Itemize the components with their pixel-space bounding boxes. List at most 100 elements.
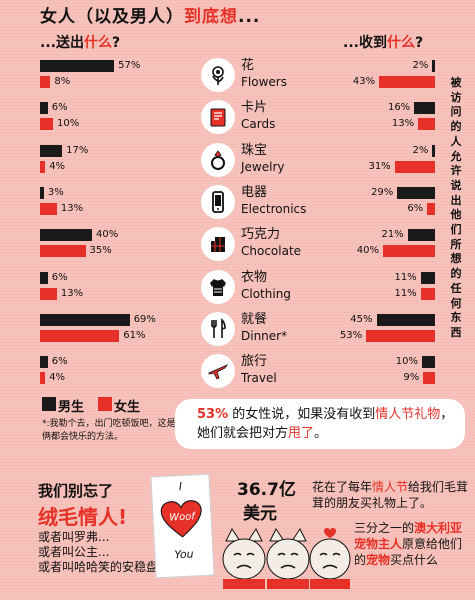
pets-text-2: 原意给他们的: [354, 537, 463, 567]
sent-women-bar: [40, 245, 86, 258]
pets-highlight-2: 宠物: [366, 553, 391, 567]
received-men-bar: [407, 229, 435, 242]
received-men-bar: [432, 144, 435, 157]
category-name-en: Cards: [241, 117, 276, 132]
received-men-bar: [420, 271, 435, 284]
flower-icon: [212, 66, 224, 85]
received-men-label: 45%: [350, 313, 373, 325]
sent-women-label: 13%: [60, 287, 84, 299]
received-men-label: 2%: [412, 144, 429, 156]
spending-text-2: 给我们毛茸茸的朋友买礼物上了。: [312, 480, 469, 510]
sent-men-bar: [40, 229, 92, 242]
title-part-3: ...: [238, 7, 261, 27]
cutlery-icon-circle: [201, 311, 235, 346]
received-men-label: 10%: [395, 356, 418, 368]
pets-text-3: 买点什么: [390, 553, 439, 567]
received-men-label: 11%: [394, 271, 417, 283]
teddy-highlight: 绒毛情人!: [38, 505, 128, 529]
received-men-bar: [414, 102, 435, 115]
sent-women-bar: [40, 329, 120, 342]
chocolate-icon-circle: [201, 227, 235, 262]
title-part-2: 到底想: [184, 7, 238, 27]
received-header: ...收到什么?: [343, 32, 423, 52]
title-part-1: 女人（以及男人）: [40, 7, 184, 27]
cutlery-icon: [211, 317, 226, 338]
sent-women-label: 61%: [123, 329, 146, 341]
sent-women-bar: [40, 287, 57, 300]
category-name-zh: 就餐: [241, 311, 268, 327]
received-men-bar: [432, 60, 435, 72]
category-name-en: Flowers: [241, 75, 287, 89]
footnote: *:我勒个去，出门吃顿饭吧，这是你俩都会快乐的方法。: [42, 419, 185, 442]
sent-women-bar: [40, 372, 46, 385]
spending-amount: 36.7亿: [237, 480, 296, 500]
sent-men-label: 40%: [96, 229, 119, 241]
received-women-label: 13%: [391, 118, 415, 130]
received-women-label: 6%: [407, 202, 424, 214]
heart-icon: [160, 500, 202, 538]
sent-men-label: 17%: [66, 144, 89, 156]
category-name-en: Chocolate: [241, 244, 302, 259]
ring-icon: [211, 149, 225, 170]
sent-women-label: 10%: [57, 118, 80, 130]
spending-text-1: 花在了每年: [312, 480, 373, 494]
received-women-bar: [383, 245, 435, 258]
category-name-zh: 卡片: [241, 100, 268, 116]
sent-men-bar: [40, 271, 48, 284]
callout-text-1: 的女性说，如果没有收到: [228, 407, 376, 422]
sent-men-label: 57%: [118, 60, 141, 71]
cats-illustration: [222, 528, 351, 589]
received-women-bar: [427, 202, 435, 215]
sent-women-bar: [40, 76, 51, 88]
spending-text: 花在了每年情人节给我们毛茸茸的朋友买礼物上了。: [312, 479, 470, 511]
received-men-bar: [376, 313, 435, 326]
sent-women-label: 8%: [54, 76, 71, 87]
category-name-zh: 花: [241, 58, 255, 73]
card-icon: [210, 108, 226, 127]
ring-icon-circle: [201, 142, 235, 177]
category-name-zh: 巧克力: [241, 227, 281, 243]
sent-women-label: 4%: [49, 160, 66, 172]
category-name-en: Electronics: [241, 201, 307, 216]
phone-icon-circle: [201, 184, 235, 219]
spending-highlight: 情人节: [372, 480, 409, 494]
spending-stat: 36.7亿 美元: [237, 478, 296, 526]
sent-men-label: 6%: [51, 102, 68, 114]
category-name-en: Jewelry: [241, 159, 285, 174]
sent-women-label: 13%: [60, 202, 84, 214]
woof-card: I Woof You: [150, 473, 215, 579]
legend-women-label: 女生: [114, 400, 141, 415]
received-women-label: 40%: [356, 245, 379, 257]
received-women-bar: [418, 118, 435, 131]
side-note: 被访问的人允许说出他们所想的任何东西: [450, 76, 462, 339]
legend-men-swatch: [42, 397, 56, 411]
sent-header-part-3: ?: [111, 35, 121, 51]
category-name-zh: 衣物: [241, 269, 268, 285]
card-bottom-text: You: [174, 547, 194, 562]
plane-icon: [208, 364, 229, 380]
sent-header-part-2: 什么: [83, 35, 112, 51]
category-name-en: Travel: [241, 371, 277, 386]
sent-men-bar: [40, 60, 115, 72]
received-header-part-2: 什么: [386, 35, 415, 51]
pets-highlight-1: 澳大利亚宠物主人: [354, 521, 463, 551]
received-men-bar: [422, 356, 435, 369]
callout-pct: 53%: [197, 407, 229, 422]
received-men-label: 2%: [412, 60, 429, 71]
callout-text: 53% 的女性说，如果没有收到情人节礼物，她们就会把对方甩了。: [197, 405, 462, 443]
page-title: 女人（以及男人）到底想...: [40, 2, 260, 27]
sent-men-label: 69%: [133, 313, 156, 325]
pets-text-1: 三分之一的: [354, 521, 415, 535]
received-men-label: 21%: [381, 229, 404, 241]
callout-highlight-2: 甩了: [288, 426, 315, 441]
phone-icon: [212, 190, 224, 213]
received-men-label: 29%: [371, 186, 394, 198]
teddy-line: 或者叫罗弗...: [38, 530, 110, 544]
sent-women-bar: [40, 202, 57, 215]
sent-women-bar: [40, 118, 53, 131]
pets-text: 三分之一的澳大利亚宠物主人原意给他们的宠物买点什么: [354, 520, 470, 568]
received-women-bar: [394, 160, 435, 173]
category-name-en: Clothing: [241, 286, 291, 301]
plane-icon-circle: [201, 354, 235, 389]
callout-box: [175, 399, 465, 449]
